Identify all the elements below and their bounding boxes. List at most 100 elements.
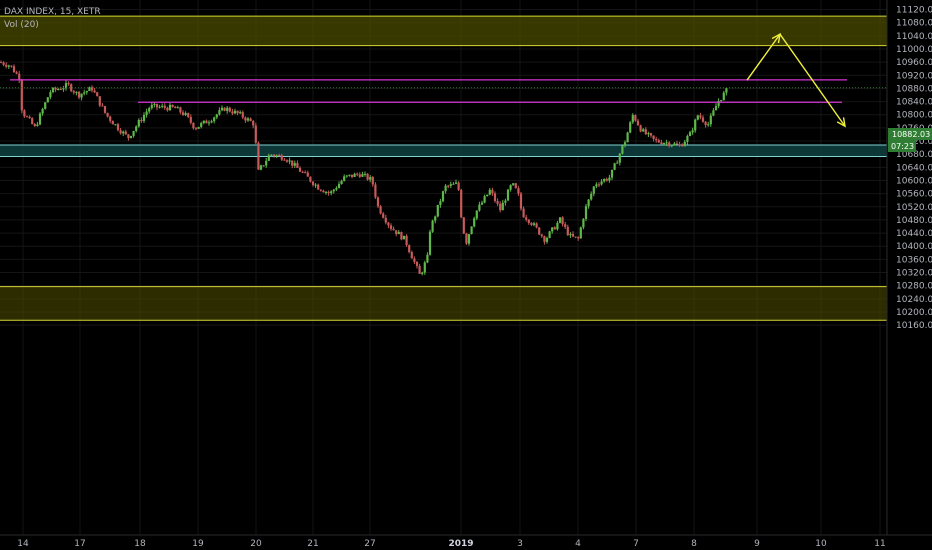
candle-body bbox=[210, 121, 213, 123]
candle-body bbox=[257, 142, 260, 170]
candle-body bbox=[665, 142, 668, 144]
candle-body bbox=[629, 122, 632, 133]
candle-body bbox=[309, 176, 312, 182]
candle-body bbox=[163, 105, 166, 108]
candle-body bbox=[288, 160, 291, 162]
y-tick-label: 10160.00 bbox=[896, 321, 932, 331]
candle-body bbox=[350, 174, 354, 177]
candle-body bbox=[610, 169, 614, 178]
candle-body bbox=[291, 160, 294, 166]
candle-body bbox=[418, 265, 421, 274]
candle-body bbox=[686, 136, 689, 142]
candle-body bbox=[376, 197, 380, 207]
candle-body bbox=[249, 118, 252, 122]
projection-arrows bbox=[746, 32, 846, 128]
candle-body bbox=[285, 160, 289, 162]
candle-body bbox=[343, 176, 346, 181]
candle-body bbox=[67, 83, 70, 85]
candle-body bbox=[535, 223, 538, 228]
candle-body bbox=[608, 177, 611, 181]
candle-body bbox=[714, 106, 718, 111]
y-tick-label: 10880.00 bbox=[896, 84, 932, 94]
support-zone-teal bbox=[0, 144, 887, 157]
candle-body bbox=[696, 115, 699, 120]
candle-body bbox=[441, 191, 445, 202]
candle-body bbox=[590, 193, 593, 200]
candle-body bbox=[161, 105, 164, 107]
candle-body bbox=[579, 227, 582, 239]
candle-body bbox=[236, 110, 239, 114]
candle-body bbox=[462, 217, 465, 234]
candle-body bbox=[720, 100, 723, 102]
candle-body bbox=[155, 103, 159, 108]
y-tick-label: 11040.00 bbox=[896, 32, 932, 42]
candle-body bbox=[457, 182, 460, 190]
candle-body bbox=[717, 101, 720, 107]
candle-body bbox=[96, 92, 99, 97]
candle-body bbox=[408, 245, 411, 253]
resistance-zone bbox=[0, 16, 887, 46]
candle-body bbox=[634, 115, 637, 121]
candle-body bbox=[592, 186, 595, 194]
candle-body bbox=[587, 199, 590, 207]
candle-body bbox=[564, 224, 567, 227]
candle-body bbox=[28, 116, 31, 119]
candle-body bbox=[103, 105, 107, 113]
y-tick-label: 10800.00 bbox=[896, 111, 932, 121]
legend-symbol: DAX INDEX, 15, XETR bbox=[4, 7, 101, 17]
candle-body bbox=[293, 163, 296, 166]
last-price-badge bbox=[888, 128, 932, 140]
candle-body bbox=[358, 174, 361, 177]
candle-body bbox=[166, 107, 169, 111]
candle-body bbox=[278, 155, 281, 157]
candle-body bbox=[605, 179, 608, 181]
y-tick-label: 10640.00 bbox=[896, 163, 932, 173]
candle-body bbox=[252, 121, 255, 126]
candle-body bbox=[475, 210, 478, 219]
candle-body bbox=[517, 188, 520, 194]
candle-body bbox=[582, 218, 585, 228]
candle-body bbox=[642, 129, 645, 132]
candle-body bbox=[527, 219, 530, 224]
candle-body bbox=[254, 125, 257, 143]
candle-body bbox=[600, 181, 603, 185]
candle-body bbox=[70, 84, 73, 92]
candle-body bbox=[106, 112, 109, 117]
candle-body bbox=[280, 155, 283, 160]
candle-body bbox=[618, 153, 621, 163]
candle-body bbox=[688, 132, 692, 137]
candle-body bbox=[465, 233, 468, 244]
candle-body bbox=[119, 130, 122, 134]
y-tick-label: 10840.00 bbox=[896, 98, 932, 108]
candle-body bbox=[454, 182, 458, 184]
candle-body bbox=[480, 202, 484, 205]
candle-body bbox=[384, 217, 387, 223]
candle-body bbox=[514, 183, 517, 189]
candle-body bbox=[15, 72, 18, 74]
candle-body bbox=[145, 111, 148, 116]
candle-body bbox=[267, 155, 270, 161]
candle-body bbox=[436, 204, 439, 217]
candle-body bbox=[701, 117, 705, 122]
y-tick-label: 10520.00 bbox=[896, 203, 932, 213]
candle-body bbox=[59, 88, 62, 90]
y-tick-label: 10400.00 bbox=[896, 242, 932, 252]
candle-body bbox=[387, 222, 390, 226]
candle-body bbox=[38, 113, 42, 125]
candle-body bbox=[400, 232, 403, 240]
candle-body bbox=[569, 233, 572, 236]
price-axis[interactable]: 11120.00 11080.00 11040.00 11000.00 10960.00… bbox=[896, 6, 932, 332]
candle-body bbox=[525, 217, 528, 220]
time-axis[interactable]: 14 17 18 19 20 21 27 2019 3 4 7 8 9 10 11 bbox=[17, 539, 885, 549]
y-tick-label: 11080.00 bbox=[896, 19, 932, 29]
candle-body bbox=[655, 138, 658, 141]
candle-body bbox=[725, 88, 728, 93]
candle-body bbox=[306, 172, 309, 177]
candle-body bbox=[413, 258, 416, 262]
candle-body bbox=[470, 226, 473, 235]
candle-body bbox=[213, 117, 216, 122]
candle-body bbox=[270, 154, 273, 156]
candle-body bbox=[673, 143, 676, 146]
